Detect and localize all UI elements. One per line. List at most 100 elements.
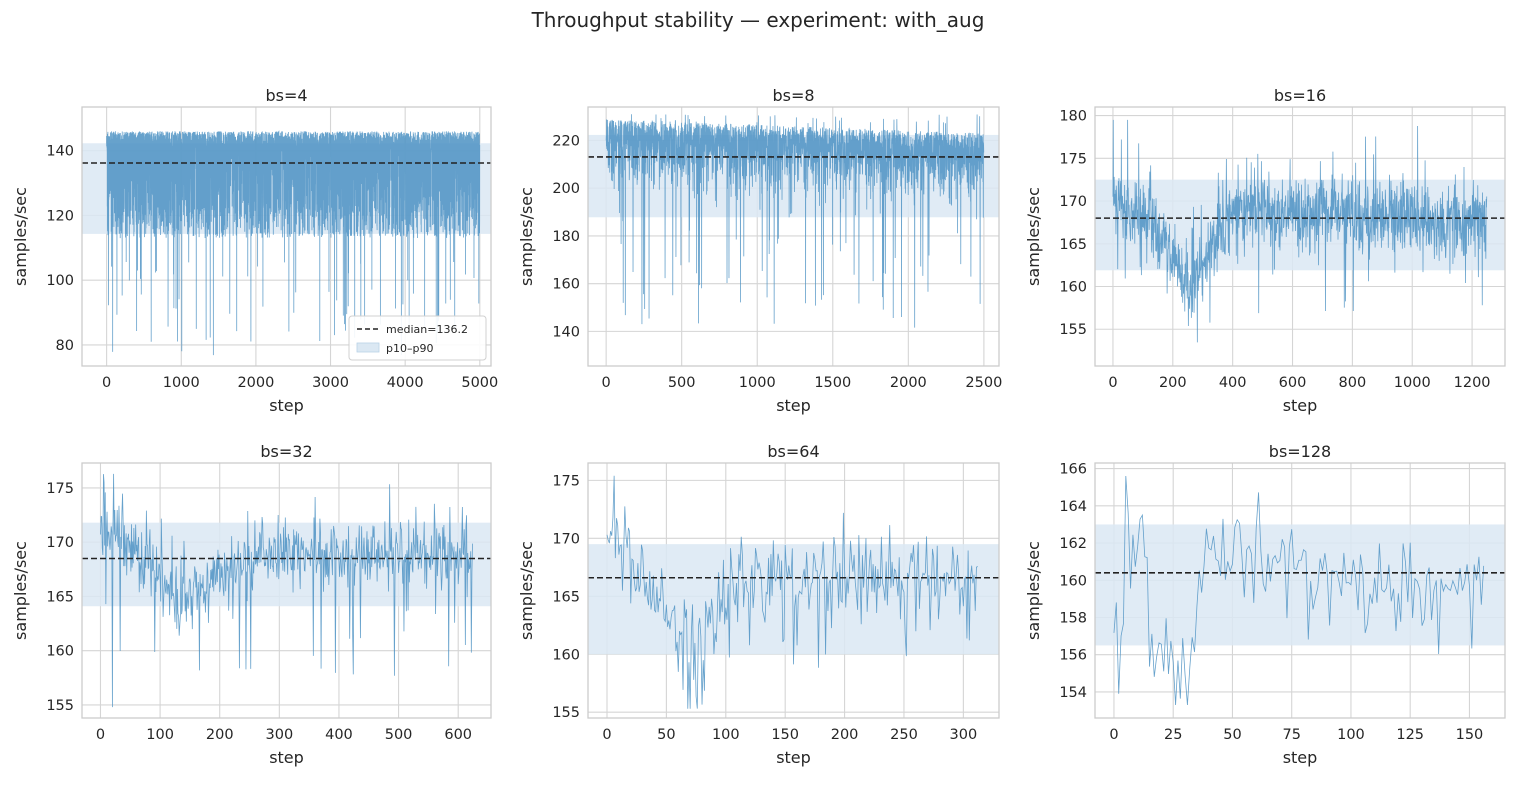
x-tick-label: 0 [1109,727,1118,743]
y-tick-label: 170 [552,531,580,547]
y-tick-label: 165 [46,589,74,605]
y-tick-label: 156 [1059,648,1087,664]
x-tick-label: 800 [1339,375,1367,391]
x-tick-label: 1200 [1454,375,1491,391]
panel-title: bs=64 [767,442,819,461]
x-tick-label: 600 [444,727,472,743]
x-tick-label: 0 [1108,375,1117,391]
x-tick-label: 500 [385,727,413,743]
x-tick-label: 400 [1219,375,1247,391]
x-tick-label: 1000 [1394,375,1431,391]
x-tick-label: 1000 [163,375,200,391]
x-tick-label: 125 [1396,727,1424,743]
x-axis-label: step [776,748,811,767]
y-tick-label: 200 [552,181,580,197]
x-tick-label: 0 [96,727,105,743]
y-tick-label: 160 [552,647,580,663]
x-tick-label: 400 [325,727,353,743]
y-axis-label: samples/sec [11,541,30,640]
y-tick-label: 166 [1059,462,1087,478]
x-tick-label: 2500 [965,375,1002,391]
figure-title: Throughput stability — experiment: with_… [531,8,985,32]
x-tick-label: 150 [771,727,799,743]
y-tick-label: 160 [1059,573,1087,589]
panel-3: 0 200 400 600 800 1000 1200 155 160 165 170 175 180 b… [1024,86,1506,415]
x-axis-label: step [269,748,304,767]
x-tick-label: 200 [1159,375,1187,391]
x-tick-label: 5000 [461,375,498,391]
panel-6: 0 25 50 75 100 125 150 154 156 158 160 162 164 166 bs=… [1024,442,1506,767]
y-tick-label: 120 [46,208,74,224]
x-tick-label: 50 [1223,727,1241,743]
axes-frame [81,106,492,367]
panel-title: bs=4 [265,86,307,105]
y-tick-label: 180 [1059,109,1087,125]
x-tick-label: 0 [102,375,111,391]
panels: 0 1000 2000 3000 4000 500080100120140bs=4step… [11,86,1506,767]
y-tick-label: 165 [1059,237,1087,253]
x-tick-label: 50 [657,727,675,743]
throughput-series [606,475,978,709]
legend: median=136.2 p10–p90 [348,315,487,361]
axes-frame [587,106,1000,367]
y-tick-label: 100 [46,273,74,289]
x-tick-label: 600 [1279,375,1307,391]
x-tick-label: 500 [668,375,696,391]
x-axis-label: step [1283,748,1318,767]
panel-title: bs=128 [1269,442,1331,461]
y-tick-label: 155 [46,698,74,714]
throughput-series [100,473,473,708]
y-tick-label: 154 [1059,685,1087,701]
y-tick-label: 140 [552,324,580,340]
x-tick-label: 300 [950,727,978,743]
x-tick-label: 150 [1456,727,1484,743]
y-axis-label: samples/sec [517,187,536,286]
p10-p90-band [1095,524,1505,646]
x-tick-label: 75 [1282,727,1300,743]
y-tick-label: 175 [552,473,580,489]
y-tick-label: 180 [552,229,580,245]
y-tick-label: 175 [1059,151,1087,167]
y-tick-label: 80 [56,338,74,354]
legend-band-label: p10–p90 [386,342,433,355]
y-axis-label: samples/sec [1024,541,1043,640]
legend-box [348,315,487,361]
panel-title: bs=8 [772,86,814,105]
x-tick-label: 2000 [890,375,927,391]
panel-1: 0 1000 2000 3000 4000 5000 80 100 120 140 bs=4 step… [11,86,498,415]
x-tick-label: 100 [146,727,174,743]
panel-2: 0 500 1000 1500 2000 2500 140 160 180 200 220 bs=8 s… [517,86,1002,415]
x-tick-label: 0 [602,375,611,391]
y-tick-label: 155 [552,705,580,721]
throughput-series [106,130,481,356]
panel-4: 0 100 200 300 400 500 600 155 160 165 170 175 bs=32 s… [11,442,492,767]
y-axis-label: samples/sec [11,187,30,286]
panel-title: bs=16 [1274,86,1326,105]
y-tick-label: 140 [46,144,74,160]
panel-title: bs=32 [260,442,312,461]
y-tick-label: 164 [1059,499,1087,515]
x-axis-label: step [776,396,811,415]
x-tick-label: 4000 [387,375,424,391]
y-tick-label: 160 [552,277,580,293]
y-tick-label: 158 [1059,610,1087,626]
y-tick-label: 175 [46,481,74,497]
axes-frame [587,462,1000,719]
axes-frame [1094,106,1506,367]
x-tick-label: 300 [266,727,294,743]
x-tick-label: 1000 [739,375,776,391]
y-axis-label: samples/sec [517,541,536,640]
x-tick-label: 0 [602,727,611,743]
x-axis-label: step [1283,396,1318,415]
x-tick-label: 100 [1337,727,1365,743]
x-tick-label: 25 [1164,727,1182,743]
y-tick-label: 170 [46,535,74,551]
y-axis-label: samples/sec [1024,187,1043,286]
x-tick-label: 100 [712,727,740,743]
legend-median-label: median=136.2 [386,323,468,336]
y-tick-label: 160 [46,644,74,660]
panel-5: 0 50 100 150 200 250 300 155 160 165 170 175 bs=64 st… [517,442,1000,767]
y-tick-label: 170 [1059,194,1087,210]
axes-frame [1094,462,1506,719]
